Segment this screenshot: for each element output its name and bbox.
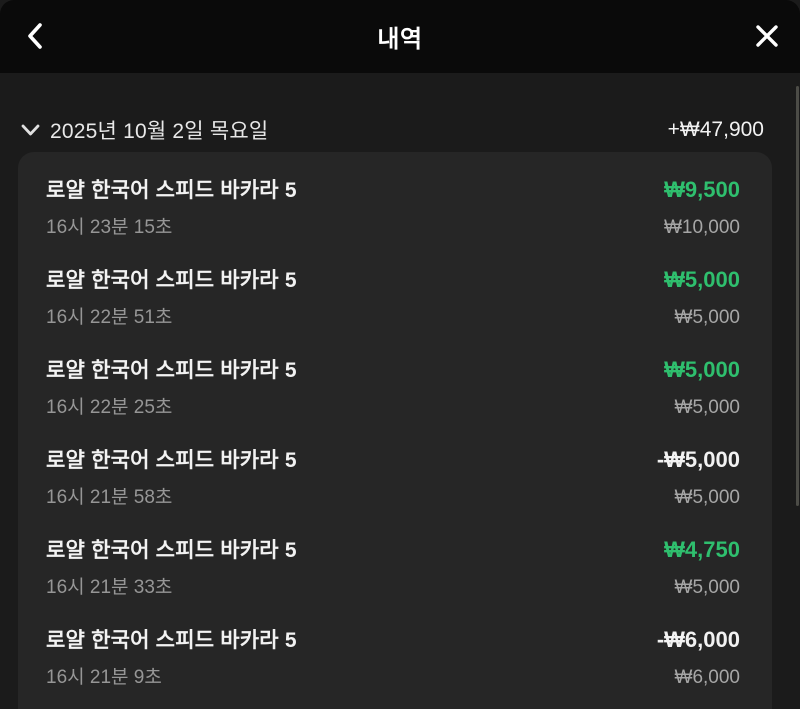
transaction-list: 로얄 한국어 스피드 바카라 5 ₩9,500 16시 23분 15초 ₩10,… — [46, 158, 740, 698]
transaction-result: -₩6,000 — [656, 627, 740, 652]
transaction-row-main-line: 로얄 한국어 스피드 바카라 5 ₩5,000 — [46, 354, 740, 384]
transaction-title: 로얄 한국어 스피드 바카라 5 — [46, 269, 297, 292]
transaction-title: 로얄 한국어 스피드 바카라 5 — [46, 539, 297, 562]
transaction-title: 로얄 한국어 스피드 바카라 5 — [46, 179, 297, 202]
transaction-row[interactable]: 로얄 한국어 스피드 바카라 5 -₩6,000 16시 21분 9초 ₩6,0… — [46, 608, 740, 698]
transaction-bet-amount: ₩5,000 — [674, 577, 740, 598]
transaction-title: 로얄 한국어 스피드 바카라 5 — [46, 449, 297, 472]
back-button[interactable] — [12, 14, 58, 60]
transaction-result: ₩5,000 — [664, 357, 740, 382]
transaction-time: 16시 21분 58초 — [46, 487, 173, 508]
transaction-bet-amount: ₩10,000 — [663, 217, 740, 238]
page-title: 내역 — [377, 26, 423, 53]
transaction-row-main-line: 로얄 한국어 스피드 바카라 5 -₩6,000 — [46, 624, 740, 654]
date-group-header[interactable]: 2025년 10월 2일 목요일 +₩47,900 — [0, 108, 772, 152]
transaction-row-main-line: 로얄 한국어 스피드 바카라 5 ₩9,500 — [46, 174, 740, 204]
transaction-row-sub-line: 16시 21분 58초 ₩5,000 — [46, 482, 740, 509]
transaction-title: 로얄 한국어 스피드 바카라 5 — [46, 359, 297, 382]
transaction-result: ₩5,000 — [664, 267, 740, 292]
transaction-row[interactable]: 로얄 한국어 스피드 바카라 5 ₩4,750 16시 21분 33초 ₩5,0… — [46, 518, 740, 608]
transaction-result: -₩5,000 — [656, 447, 740, 472]
transaction-time: 16시 22분 25초 — [46, 397, 173, 418]
transaction-result: ₩9,500 — [664, 177, 740, 202]
transaction-bet-amount: ₩5,000 — [674, 397, 740, 418]
transaction-bet-amount: ₩5,000 — [674, 307, 740, 328]
chevron-down-icon — [20, 123, 41, 137]
scrollbar-thumb[interactable] — [796, 86, 799, 506]
transaction-time: 16시 22분 51초 — [46, 307, 173, 328]
close-icon — [754, 23, 780, 52]
transaction-row-sub-line: 16시 22분 25초 ₩5,000 — [46, 392, 740, 419]
transaction-time: 16시 23분 15초 — [46, 217, 173, 238]
transaction-row-sub-line: 16시 21분 33초 ₩5,000 — [46, 572, 740, 599]
date-label: 2025년 10월 2일 목요일 — [50, 120, 269, 143]
transaction-row[interactable]: 로얄 한국어 스피드 바카라 5 ₩9,500 16시 23분 15초 ₩10,… — [46, 158, 740, 248]
transaction-result: ₩4,750 — [664, 537, 740, 562]
transaction-row[interactable]: 로얄 한국어 스피드 바카라 5 ₩5,000 16시 22분 51초 ₩5,0… — [46, 248, 740, 338]
transaction-row-sub-line: 16시 21분 9초 ₩6,000 — [46, 662, 740, 689]
chevron-left-icon — [24, 21, 46, 54]
transaction-row-main-line: 로얄 한국어 스피드 바카라 5 ₩4,750 — [46, 534, 740, 564]
day-total: +₩47,900 — [667, 118, 764, 141]
transaction-row-main-line: 로얄 한국어 스피드 바카라 5 -₩5,000 — [46, 444, 740, 474]
transaction-row-sub-line: 16시 23분 15초 ₩10,000 — [46, 212, 740, 239]
transaction-row[interactable]: 로얄 한국어 스피드 바카라 5 -₩5,000 16시 21분 58초 ₩5,… — [46, 428, 740, 518]
transaction-card: 로얄 한국어 스피드 바카라 5 ₩9,500 16시 23분 15초 ₩10,… — [18, 152, 772, 709]
transaction-row-main-line: 로얄 한국어 스피드 바카라 5 ₩5,000 — [46, 264, 740, 294]
transaction-time: 16시 21분 9초 — [46, 667, 162, 688]
transaction-row-sub-line: 16시 22분 51초 ₩5,000 — [46, 302, 740, 329]
transaction-bet-amount: ₩6,000 — [674, 667, 740, 688]
close-button[interactable] — [744, 14, 790, 60]
header-bar: 내역 — [0, 0, 800, 73]
transaction-row[interactable]: 로얄 한국어 스피드 바카라 5 ₩5,000 16시 22분 25초 ₩5,0… — [46, 338, 740, 428]
transaction-time: 16시 21분 33초 — [46, 577, 173, 598]
transaction-bet-amount: ₩5,000 — [674, 487, 740, 508]
transaction-title: 로얄 한국어 스피드 바카라 5 — [46, 629, 297, 652]
